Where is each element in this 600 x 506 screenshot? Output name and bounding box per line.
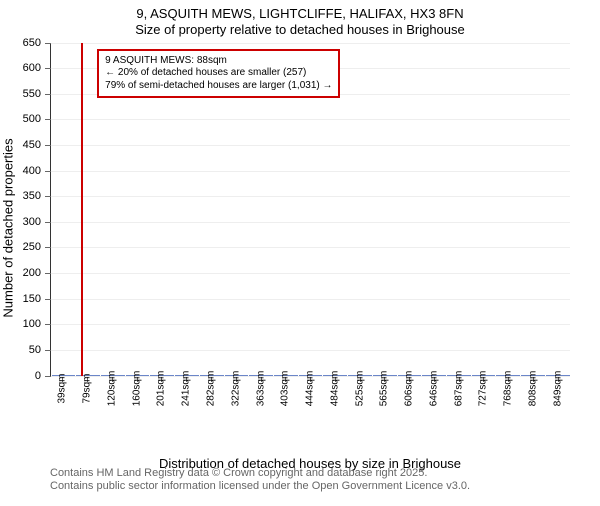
y-tick-label: 50 bbox=[29, 344, 41, 356]
x-tick: 606sqm bbox=[397, 377, 422, 413]
y-tick-label: 450 bbox=[23, 139, 41, 151]
title-line2: Size of property relative to detached ho… bbox=[0, 22, 600, 38]
x-tick-label: 849sqm bbox=[552, 370, 563, 406]
attribution-line1: Contains HM Land Registry data © Crown c… bbox=[50, 467, 470, 481]
x-tick-label: 808sqm bbox=[527, 370, 538, 406]
x-tick: 727sqm bbox=[471, 377, 496, 413]
callout-box: 9 ASQUITH MEWS: 88sqm ← 20% of detached … bbox=[97, 49, 340, 99]
x-ticks: 39sqm79sqm120sqm160sqm201sqm241sqm282sqm… bbox=[50, 377, 570, 413]
x-tick-label: 241sqm bbox=[181, 370, 192, 406]
x-tick: 201sqm bbox=[149, 377, 174, 413]
x-tick-label: 444sqm bbox=[305, 370, 316, 406]
chart-title: 9, ASQUITH MEWS, LIGHTCLIFFE, HALIFAX, H… bbox=[0, 6, 600, 39]
x-tick: 565sqm bbox=[372, 377, 397, 413]
y-tick-label: 600 bbox=[23, 62, 41, 74]
plot-area: 050100150200250300350400450500550600650 … bbox=[50, 43, 570, 377]
callout-line3: 79% of semi-detached houses are larger (… bbox=[105, 80, 332, 93]
y-tick-label: 350 bbox=[23, 190, 41, 202]
x-tick-label: 727sqm bbox=[478, 370, 489, 406]
reference-line bbox=[81, 43, 83, 376]
x-tick-label: 606sqm bbox=[404, 370, 415, 406]
x-tick: 39sqm bbox=[50, 377, 75, 413]
y-tick-label: 100 bbox=[23, 318, 41, 330]
x-tick: 646sqm bbox=[421, 377, 446, 413]
callout-line2: ← 20% of detached houses are smaller (25… bbox=[105, 67, 332, 80]
x-tick-label: 322sqm bbox=[230, 370, 241, 406]
y-tick-label: 650 bbox=[23, 37, 41, 49]
x-tick: 322sqm bbox=[223, 377, 248, 413]
x-tick-label: 403sqm bbox=[280, 370, 291, 406]
y-tick-label: 500 bbox=[23, 113, 41, 125]
x-tick: 403sqm bbox=[273, 377, 298, 413]
y-tick-label: 400 bbox=[23, 165, 41, 177]
x-tick: 525sqm bbox=[347, 377, 372, 413]
x-tick-label: 79sqm bbox=[82, 373, 93, 403]
x-tick-label: 120sqm bbox=[106, 370, 117, 406]
x-tick: 241sqm bbox=[174, 377, 199, 413]
y-tick-label: 550 bbox=[23, 88, 41, 100]
title-line1: 9, ASQUITH MEWS, LIGHTCLIFFE, HALIFAX, H… bbox=[0, 6, 600, 22]
y-tick-label: 250 bbox=[23, 241, 41, 253]
x-tick: 160sqm bbox=[124, 377, 149, 413]
y-tick-label: 0 bbox=[35, 370, 41, 382]
x-tick: 849sqm bbox=[545, 377, 570, 413]
x-tick: 687sqm bbox=[446, 377, 471, 413]
plot: 050100150200250300350400450500550600650 … bbox=[50, 43, 570, 413]
x-tick: 282sqm bbox=[199, 377, 224, 413]
x-tick-label: 363sqm bbox=[255, 370, 266, 406]
attribution: Contains HM Land Registry data © Crown c… bbox=[50, 467, 470, 495]
x-tick-label: 160sqm bbox=[131, 370, 142, 406]
x-tick: 808sqm bbox=[521, 377, 546, 413]
x-tick: 444sqm bbox=[298, 377, 323, 413]
x-tick-label: 646sqm bbox=[428, 370, 439, 406]
attribution-line2: Contains public sector information licen… bbox=[50, 480, 470, 494]
x-tick-label: 525sqm bbox=[354, 370, 365, 406]
y-axis-label: Number of detached properties bbox=[1, 138, 16, 317]
x-tick-label: 768sqm bbox=[503, 370, 514, 406]
x-tick-label: 565sqm bbox=[379, 370, 390, 406]
callout-line1: 9 ASQUITH MEWS: 88sqm bbox=[105, 55, 332, 68]
x-tick: 768sqm bbox=[496, 377, 521, 413]
x-tick: 79sqm bbox=[75, 377, 100, 413]
x-tick-label: 39sqm bbox=[57, 373, 68, 403]
y-tick-label: 200 bbox=[23, 267, 41, 279]
x-tick-label: 282sqm bbox=[205, 370, 216, 406]
x-tick: 484sqm bbox=[322, 377, 347, 413]
y-tick-label: 150 bbox=[23, 293, 41, 305]
y-tick-label: 300 bbox=[23, 216, 41, 228]
x-tick-label: 201sqm bbox=[156, 370, 167, 406]
x-tick: 120sqm bbox=[100, 377, 125, 413]
x-tick-label: 687sqm bbox=[453, 370, 464, 406]
x-tick: 363sqm bbox=[248, 377, 273, 413]
plot-container: Number of detached properties 0501001502… bbox=[50, 43, 570, 413]
x-tick-label: 484sqm bbox=[329, 370, 340, 406]
